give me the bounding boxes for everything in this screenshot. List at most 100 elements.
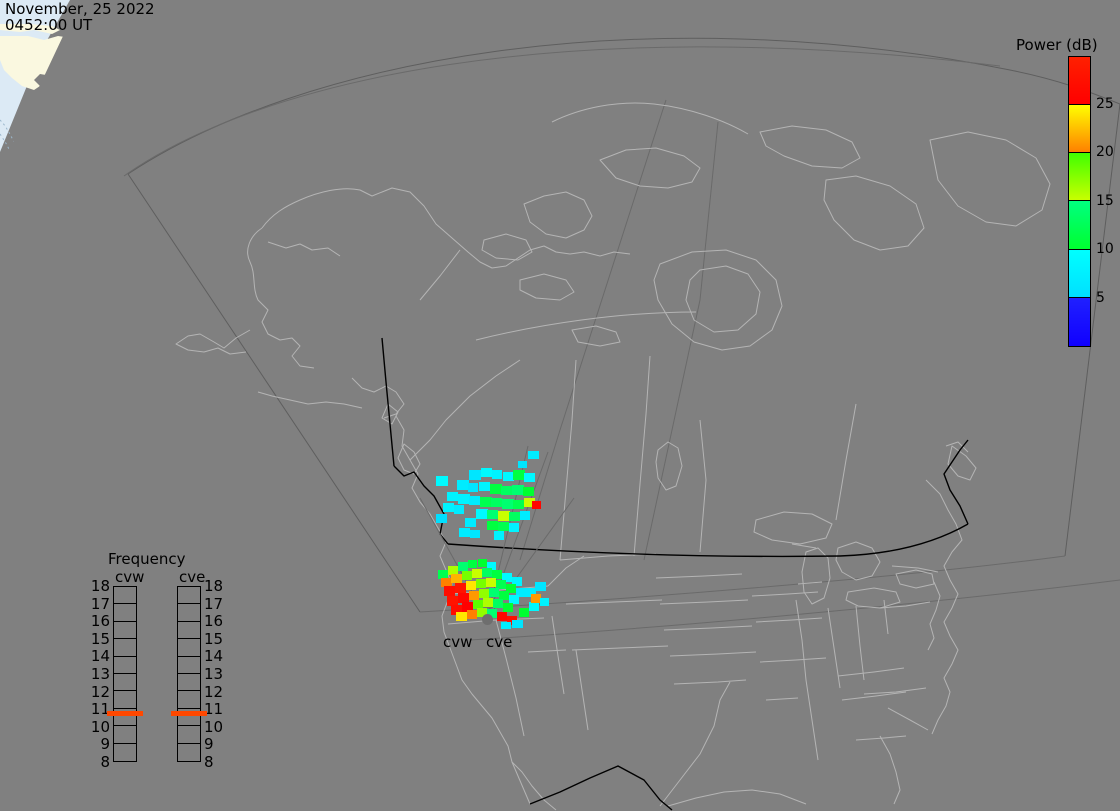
frequency-axis-label-left-17: 17 xyxy=(90,594,110,613)
coast-ellesmere xyxy=(759,125,861,169)
colorbar-segment-0 xyxy=(1069,57,1090,106)
frequency-cell-cvw-4 xyxy=(114,657,136,674)
border-tn-al xyxy=(841,691,907,701)
radar-cell xyxy=(479,482,490,491)
radar-cell xyxy=(443,503,454,512)
radar-cell xyxy=(523,487,534,496)
radar-cell xyxy=(524,498,535,507)
frequency-marker-cvw xyxy=(107,710,143,716)
radar-cell xyxy=(501,622,511,629)
border-co-nm xyxy=(571,645,669,651)
radar-cell xyxy=(512,620,523,628)
border-ne-ks xyxy=(663,625,753,631)
frequency-axis-label-right-8: 8 xyxy=(204,753,214,771)
radar-cell xyxy=(486,578,496,587)
radar-cell xyxy=(476,509,488,519)
frequency-cell-cve-1 xyxy=(178,604,200,622)
frequency-axis-label-right-9: 9 xyxy=(204,735,214,754)
outside-land-2 xyxy=(0,24,60,34)
border-ia-mo xyxy=(755,617,823,623)
radar-cell xyxy=(479,589,489,598)
radar-cell xyxy=(492,470,502,479)
radar-cell xyxy=(487,562,496,570)
radar-cell xyxy=(512,485,524,495)
radar-cell xyxy=(441,578,452,587)
radar-cell xyxy=(465,518,476,527)
frequency-cell-cvw-2 xyxy=(114,622,136,640)
radar-cell xyxy=(503,472,514,481)
lake-huron xyxy=(835,541,881,581)
coast-bc xyxy=(395,415,453,585)
radar-cell xyxy=(456,612,467,621)
projection-boundary-right xyxy=(1064,103,1120,557)
radar-cell xyxy=(458,494,470,504)
radar-cell xyxy=(491,498,502,507)
border-ok-tx xyxy=(673,679,747,685)
outside-coast-detail xyxy=(0,119,15,153)
border-ca-nv xyxy=(495,619,525,737)
radar-cell xyxy=(483,598,493,607)
border-va-nc xyxy=(863,687,927,695)
radar-cell xyxy=(498,511,510,521)
radar-cell xyxy=(462,571,472,580)
border-nwt-south xyxy=(475,311,697,341)
frequency-axis-label-left-8: 8 xyxy=(100,753,110,771)
border-ks-ok xyxy=(669,651,757,657)
radar-cell xyxy=(501,486,512,495)
timestamp-time: 0452:00 UT xyxy=(5,16,93,34)
coast-banks-island xyxy=(523,191,593,239)
radar-cell xyxy=(497,612,507,621)
radar-cell xyxy=(476,579,486,588)
frequency-axis-label-left-13: 13 xyxy=(90,665,110,683)
frequency-cell-cvw-1 xyxy=(114,604,136,622)
coast-baja xyxy=(511,761,557,811)
radar-cell xyxy=(528,451,539,459)
radar-cell xyxy=(478,559,487,567)
border-sd-ne xyxy=(659,599,749,605)
lake-great-bear xyxy=(481,233,533,261)
radar-cell xyxy=(477,608,487,617)
radar-cell xyxy=(509,512,520,521)
radar-cell xyxy=(509,523,519,532)
border-in-oh xyxy=(855,605,865,681)
radar-cell xyxy=(502,499,514,509)
coast-greenland xyxy=(929,131,1051,227)
frequency-axis-label-left-9: 9 xyxy=(100,735,110,754)
frequency-cell-cve-2 xyxy=(178,622,200,640)
radar-cell xyxy=(516,588,526,597)
frequency-axis-label-right-13: 13 xyxy=(204,665,224,683)
radar-cell xyxy=(509,595,519,604)
radar-cell xyxy=(518,461,527,468)
frequency-axis-label-right-18: 18 xyxy=(204,577,224,595)
colorbar-tick-10: 10 xyxy=(1096,241,1114,257)
radar-cell xyxy=(468,560,477,568)
frequency-cell-cvw-7 xyxy=(114,709,136,727)
frequency-bar-cvw xyxy=(113,586,137,762)
colorbar-tick-25: 25 xyxy=(1096,95,1114,112)
border-ky-tn xyxy=(837,667,905,677)
radar-cell xyxy=(447,596,458,606)
coast-us-east xyxy=(925,479,963,735)
radar-cell xyxy=(470,530,480,538)
border-me xyxy=(945,441,969,453)
radar-cell xyxy=(487,609,497,618)
coast-hudson-inner xyxy=(685,265,761,333)
frequency-axis-label-right-14: 14 xyxy=(204,647,224,666)
radar-cell xyxy=(482,568,492,577)
radar-cell xyxy=(462,602,473,612)
coast-chesapeake xyxy=(927,581,941,651)
lake-superior xyxy=(753,511,833,545)
radar-cell xyxy=(469,470,481,480)
border-mi-up xyxy=(791,543,817,549)
projection-boundary-left xyxy=(127,173,421,613)
coast-victoria-island xyxy=(599,147,701,189)
radar-cell xyxy=(494,531,504,540)
frequency-marker-cve xyxy=(171,710,207,716)
border-pa-md xyxy=(879,601,931,609)
grid-radial-1 xyxy=(519,99,667,561)
border-sk-mb xyxy=(633,355,651,557)
frequency-cell-cvw-0 xyxy=(114,587,136,605)
frequency-cell-cvw-8 xyxy=(114,726,136,744)
radar-cell xyxy=(513,470,525,480)
